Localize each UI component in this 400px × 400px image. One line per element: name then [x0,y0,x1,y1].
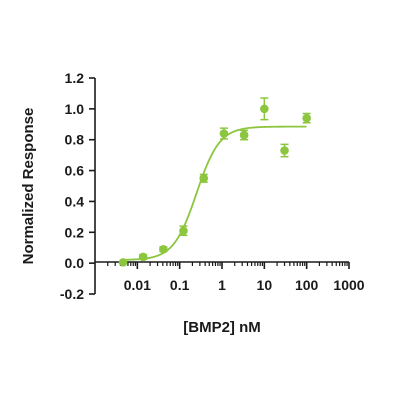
data-point [239,130,249,140]
x-tick-label: 10 [257,277,273,293]
y-tick-label: 0.0 [65,255,85,271]
data-point [179,226,188,236]
y-tick-label: 1.2 [65,70,85,86]
data-point [280,146,289,155]
data-point [199,173,209,183]
y-axis-title: Normalized Response [20,108,37,265]
x-tick-label: 0.1 [170,277,190,293]
x-axis-title: [BMP2] nM [183,319,261,336]
axes: -0.2 0.0 0.2 0.4 0.6 0.8 1.0 1.2 0.01 0.1 1 10 100 10… [60,70,365,302]
y-tick-label: 0.6 [65,163,85,179]
y-tick-label: 0.2 [65,224,85,240]
y-tick-label: 1.0 [65,101,85,117]
y-tick-label: 0.8 [65,132,85,148]
data-point [302,113,311,123]
x-tick-label: 100 [295,277,319,293]
x-tick-label: 1000 [333,277,364,293]
data-point [138,252,148,262]
x-tick-label: 1 [218,277,226,293]
data-point [118,258,128,267]
fit-curve [120,125,307,261]
data-point [219,129,229,138]
x-tick-label: 0.01 [124,277,151,293]
fit-curve-layer [120,125,307,261]
data-point [159,244,168,254]
y-tick-label: 0.4 [65,193,85,209]
data-points-layer [118,97,311,267]
y-tick-label: -0.2 [60,286,84,302]
data-point [260,104,269,114]
